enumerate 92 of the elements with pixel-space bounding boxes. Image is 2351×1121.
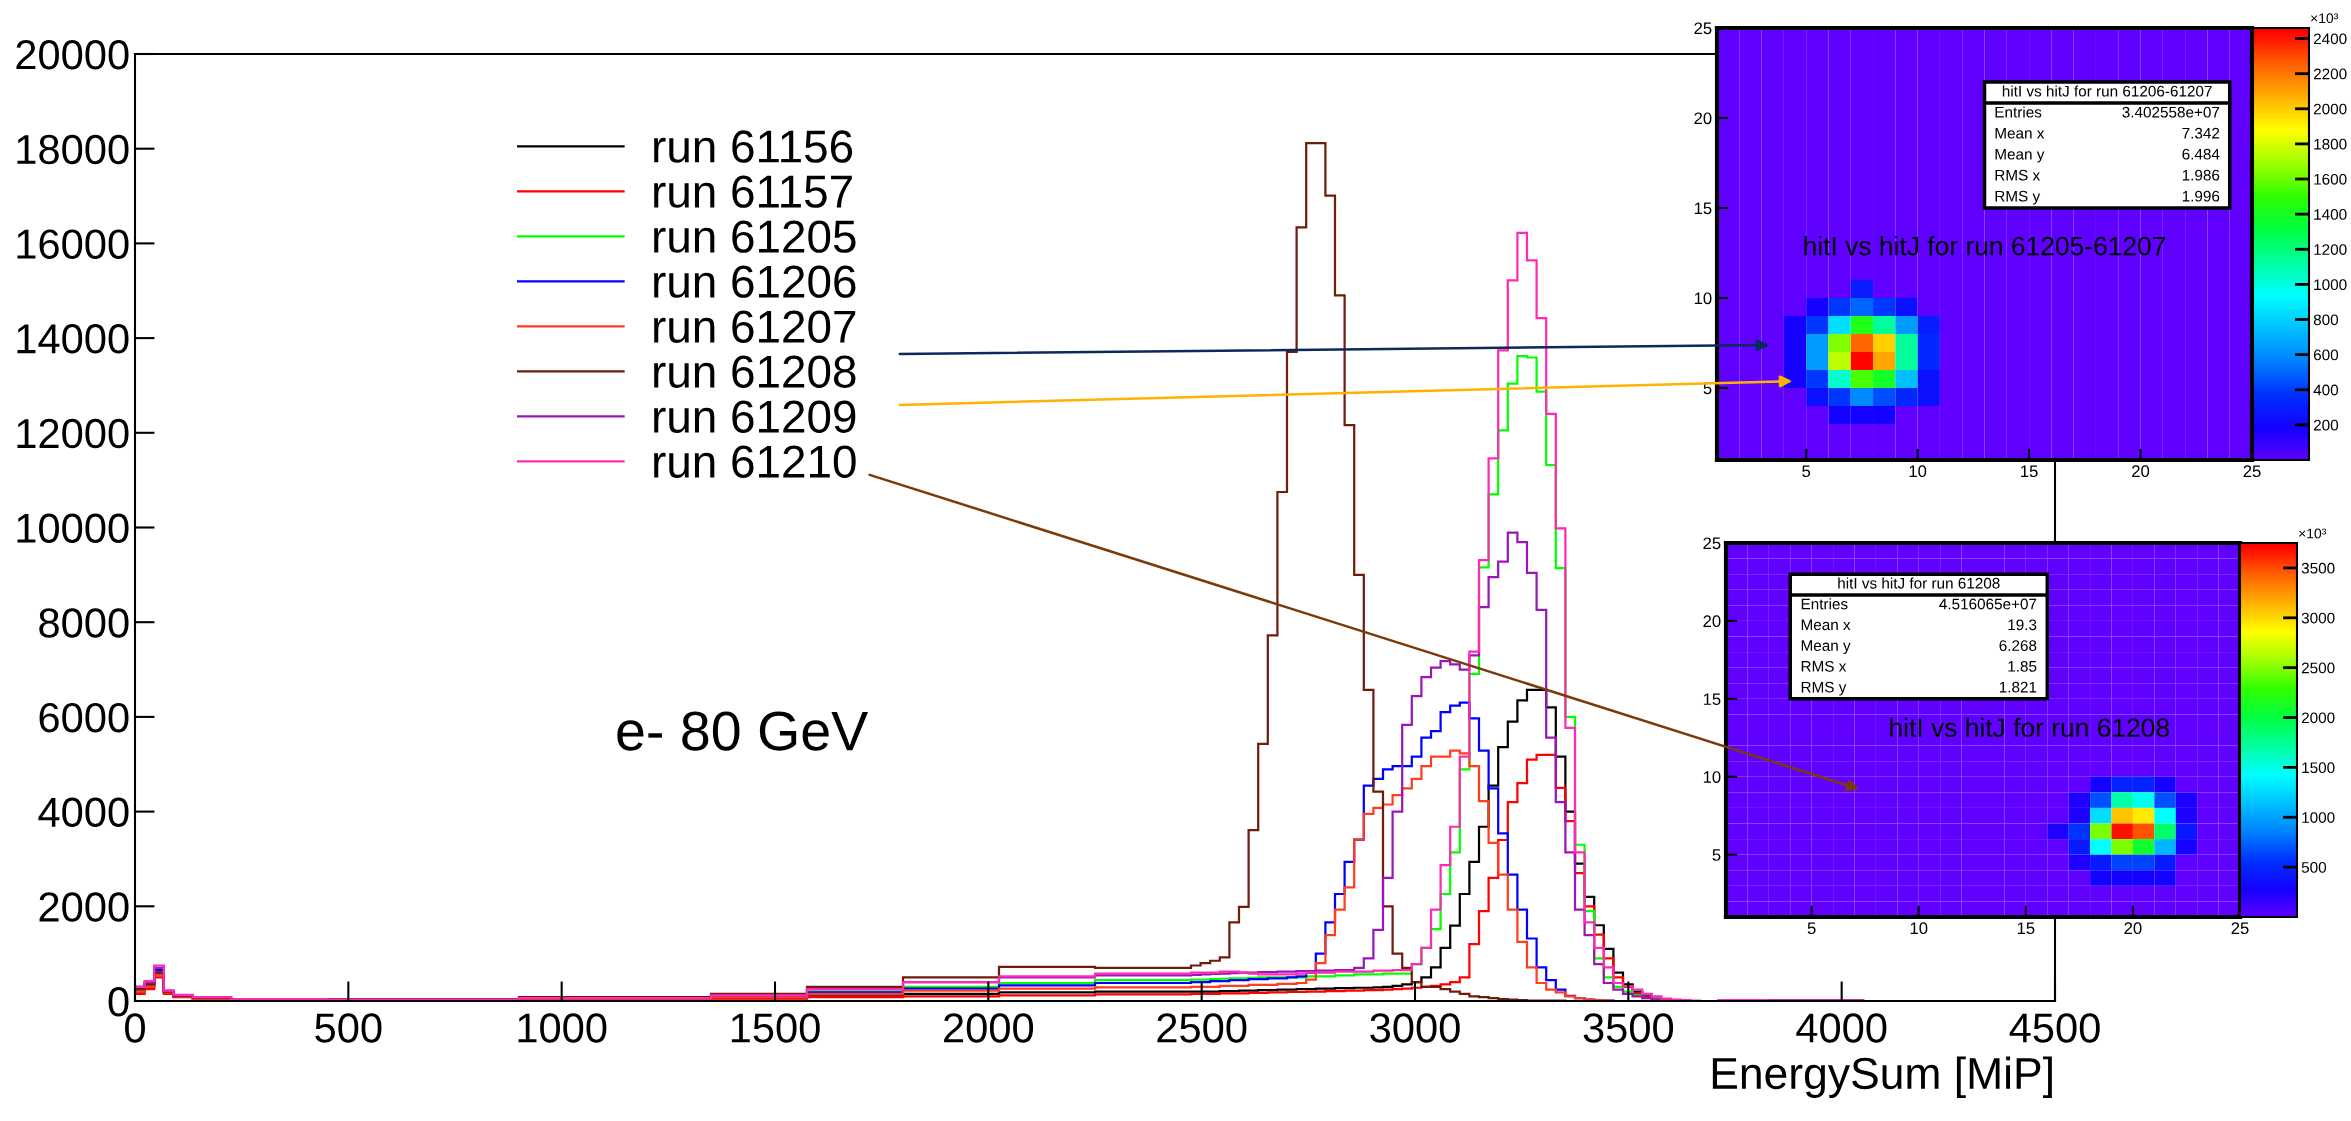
x-tick-label: 10	[1910, 922, 1928, 935]
x-tick-label: 25	[2243, 465, 2261, 478]
color-bar-label: 1200	[2314, 244, 2347, 255]
y-tick-label: 15	[1694, 202, 1712, 215]
x-tick-label: 3500	[1583, 1013, 1674, 1043]
x-tick-label: 1000	[518, 1013, 607, 1043]
color-bar-title: ×10³	[2311, 13, 2339, 24]
x-tick-label: 1500	[731, 1013, 820, 1043]
annotation: RMS x	[1801, 660, 1847, 672]
y-tick-label: 18000	[17, 134, 129, 165]
annotation: Mean x	[1995, 127, 2045, 139]
y-tick-label: 20	[1694, 112, 1712, 125]
color-bar-label: 600	[2313, 349, 2339, 361]
annotation: RMS y	[1995, 190, 2041, 205]
annotation: RMS x	[1995, 169, 2040, 181]
color-bar-label: 1400	[2314, 209, 2347, 220]
annotation: Entries	[1801, 598, 1848, 610]
color-bar-label: 1000	[2314, 279, 2347, 291]
legend-label: run 61209	[654, 400, 856, 433]
y-tick-label: 20000	[16, 40, 129, 70]
annotation: e- 80 GeV	[617, 711, 868, 751]
color-bar-label: 400	[2313, 384, 2339, 396]
annotation: Mean y	[1995, 148, 2045, 163]
annotation: hitI vs hitJ for run 61206-61207	[2002, 85, 2212, 97]
y-tick-label: 14000	[17, 324, 129, 354]
legend-label: run 61156	[654, 130, 853, 163]
y-tick-label: 15	[1703, 693, 1721, 706]
x-tick-label: 20	[2124, 922, 2142, 935]
annotation: Mean y	[1801, 640, 1851, 655]
x-tick-label: 4000	[1796, 1013, 1887, 1043]
x-tick-label: 15	[2021, 465, 2038, 478]
annotation: 7.342	[2182, 127, 2220, 139]
color-bar-label: 2000	[2313, 103, 2347, 115]
color-bar-label: 1000	[2302, 812, 2335, 823]
legend-label: run 61208	[654, 355, 856, 388]
text: hitI vs hitJ for run 61205-61207	[1804, 236, 2166, 256]
color-bar-label: 1600	[2314, 173, 2347, 185]
color-bar-label: 2200	[2313, 68, 2347, 80]
x-tick-label: 10	[1909, 465, 1927, 478]
y-tick-label: 12000	[17, 418, 129, 449]
x-tick-label: 20	[2132, 465, 2150, 478]
color-bar-label: 200	[2313, 419, 2339, 431]
legend-label: run 61206	[654, 265, 856, 298]
color-bar-label: 2000	[2301, 712, 2335, 724]
annotation: 6.268	[1999, 640, 2037, 651]
annotation: Entries	[1995, 106, 2042, 118]
x-tick-label: 2000	[944, 1013, 1034, 1043]
y-tick-label: 25	[1694, 22, 1712, 35]
annotation: 1.85	[2008, 660, 2037, 672]
color-bar-label: 3500	[2301, 562, 2335, 574]
text: hitI vs hitJ for run 61208	[1890, 717, 2169, 738]
x-tick-label: 5	[1807, 922, 1816, 935]
color-bar-label: 1500	[2302, 762, 2335, 774]
annotation: 19.3	[2008, 619, 2037, 631]
x-tick-label: 15	[2017, 922, 2035, 935]
annotation: 3.402558e+07	[2122, 106, 2220, 118]
annotation: Mean x	[1801, 619, 1851, 631]
color-bar-label: 500	[2301, 862, 2327, 873]
legend-label: run 61205	[654, 220, 856, 253]
x-tick-label: 2500	[1157, 1013, 1247, 1043]
x-tick-label: 3000	[1370, 1013, 1460, 1043]
y-tick-label: 8000	[39, 608, 129, 638]
x-tick-label: 5	[1802, 465, 1811, 478]
x-tick-label: 25	[2231, 922, 2249, 935]
annotation: 1.986	[2182, 169, 2220, 181]
y-tick-label: 10000	[17, 513, 129, 544]
color-bar-label: 1800	[2314, 138, 2347, 150]
y-tick-label: 6000	[39, 702, 129, 733]
legend-label: run 61207	[654, 310, 856, 343]
annotation: hitI vs hitJ for run 61208	[1838, 577, 2000, 589]
color-bar-label: 800	[2313, 314, 2339, 326]
color-bar-label: 3000	[2301, 612, 2335, 624]
color-bar-label: 2400	[2313, 33, 2347, 45]
y-tick-label: 25	[1703, 537, 1721, 550]
annotation: 1.996	[2182, 190, 2220, 202]
legend-label: run 61210	[654, 445, 856, 478]
y-tick-label: 10	[1703, 771, 1721, 783]
y-tick-label: 16000	[17, 229, 129, 259]
y-tick-label: 5	[1712, 849, 1721, 861]
annotation: 1.821	[1999, 681, 2037, 693]
color-bar-label: 2500	[2301, 662, 2335, 674]
x-axis-title: EnergySum [MiP]	[1712, 1056, 2052, 1098]
color-bar-title: ×10³	[2299, 528, 2327, 539]
annotation: 6.484	[2182, 148, 2220, 160]
x-tick-label: 4500	[2009, 1013, 2100, 1043]
legend-label: run 61157	[654, 175, 852, 208]
annotation: RMS y	[1801, 681, 1847, 696]
y-tick-label: 10	[1694, 292, 1712, 305]
x-tick-label: 500	[315, 1013, 382, 1043]
annotation: 4.516065e+07	[1939, 598, 2037, 610]
y-tick-label: 20	[1703, 615, 1721, 628]
y-tick-label: 4000	[38, 797, 129, 828]
